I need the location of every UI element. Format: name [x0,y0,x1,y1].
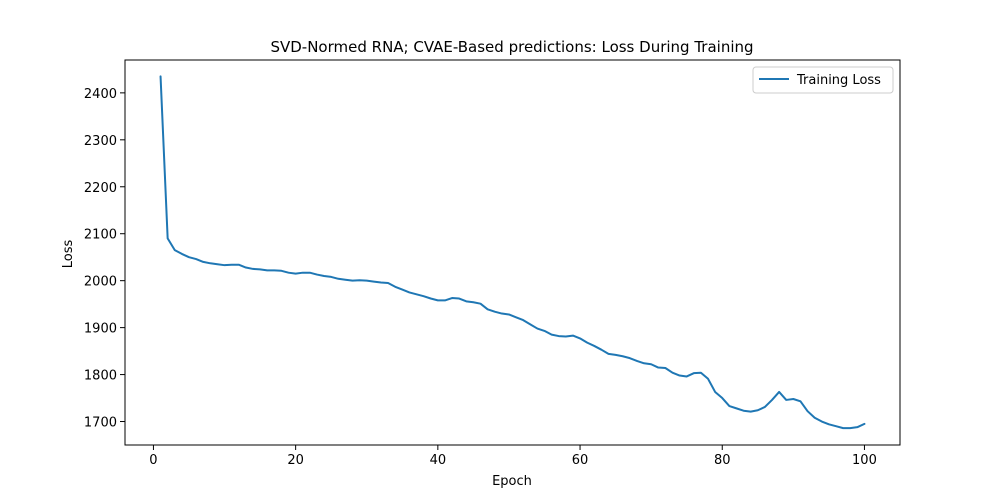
x-tick-label: 60 [572,453,589,468]
y-axis-label: Loss [61,240,76,269]
training-loss-line [159,75,866,430]
y-tick-label: 2000 [84,275,117,290]
y-tick-label: 1800 [84,369,117,384]
x-axis-label: Epoch [492,474,532,489]
x-tick-label: 20 [287,453,304,468]
legend-label: Training Loss [796,73,881,88]
y-tick-label: 2400 [84,87,117,102]
legend-box [752,66,894,94]
y-tick-label: 2200 [84,181,117,196]
plot-area-frame [124,59,901,446]
legend: Training Loss [752,66,894,94]
x-tick-label: 0 [149,453,157,468]
y-tick-label: 1900 [84,322,117,337]
y-tick-label: 2100 [84,228,117,243]
x-tick-label: 40 [430,453,447,468]
x-axis-ticks: 0 20 40 60 80 100 [149,445,877,468]
x-tick-label: 100 [852,453,877,468]
y-tick-label: 2300 [84,134,117,149]
chart-title: SVD-Normed RNA; CVAE-Based predictions: … [270,38,753,56]
y-tick-label: 1700 [84,416,117,431]
x-tick-label: 80 [714,453,731,468]
y-axis-ticks: 1700 1800 1900 2000 2100 2200 2300 2400 [84,87,125,431]
